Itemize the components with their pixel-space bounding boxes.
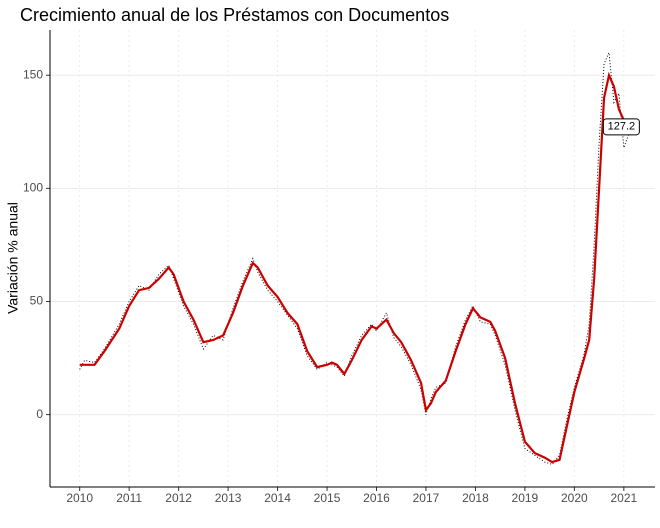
x-tick-label: 2019: [512, 491, 539, 505]
series-line: [79, 71, 630, 464]
y-axis-label: Variación % anual: [5, 202, 21, 314]
x-tick-label: 2021: [610, 491, 637, 505]
annotation-box: [602, 118, 640, 136]
series-line: [79, 50, 630, 465]
annotation-label: 127.2: [608, 121, 636, 133]
x-tick-label: 2017: [413, 491, 440, 505]
y-tick-label: 150: [23, 67, 43, 81]
x-tick-label: 2010: [66, 491, 93, 505]
chart-title: Crecimiento anual de los Préstamos con D…: [20, 5, 449, 25]
y-tick-label: 100: [23, 181, 43, 195]
x-tick-label: 2020: [561, 491, 588, 505]
x-tick-label: 2012: [165, 491, 192, 505]
x-tick-label: 2014: [264, 491, 291, 505]
x-tick-label: 2018: [462, 491, 489, 505]
y-tick-label: 50: [30, 294, 44, 308]
y-tick-label: 0: [36, 407, 43, 421]
x-tick-label: 2013: [215, 491, 242, 505]
x-tick-label: 2015: [314, 491, 341, 505]
x-tick-label: 2016: [363, 491, 390, 505]
x-tick-label: 2011: [116, 491, 142, 505]
